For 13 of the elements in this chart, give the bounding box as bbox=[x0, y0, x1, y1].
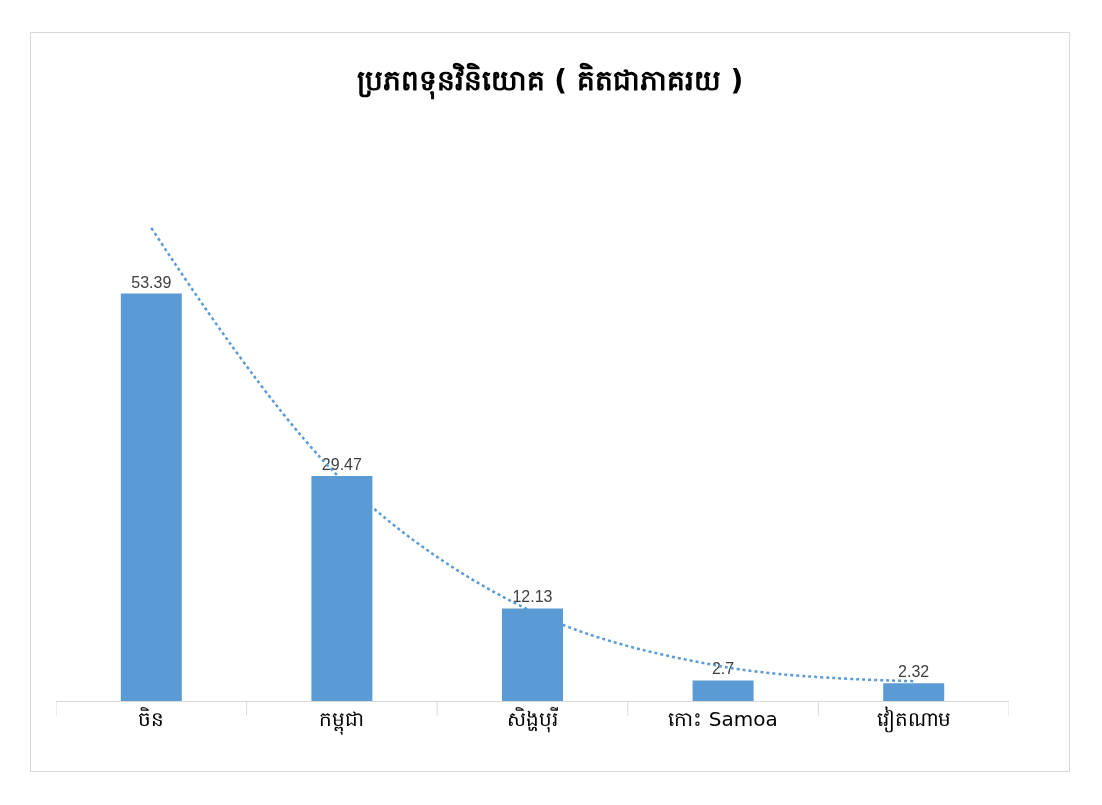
x-tick-label: កម្ពុជា bbox=[319, 707, 365, 735]
x-tick-label: សិង្ហបុរី bbox=[507, 706, 558, 733]
data-label: 2.32 bbox=[898, 663, 930, 681]
data-label: 12.13 bbox=[512, 588, 553, 606]
data-label: 29.47 bbox=[321, 456, 362, 474]
data-label: 2.7 bbox=[711, 660, 735, 678]
x-tick-label: កោះ Samoa bbox=[668, 707, 778, 731]
x-tick-label: ចិន bbox=[138, 706, 165, 731]
x-tick-label: វៀតណាម bbox=[876, 706, 951, 733]
bar bbox=[120, 293, 182, 701]
bar bbox=[692, 680, 754, 701]
data-label: 53.39 bbox=[131, 273, 172, 291]
chart-title: ប្រភពទុនវិនិយោគ ( គិតជាភាគរយ ) bbox=[356, 61, 744, 100]
